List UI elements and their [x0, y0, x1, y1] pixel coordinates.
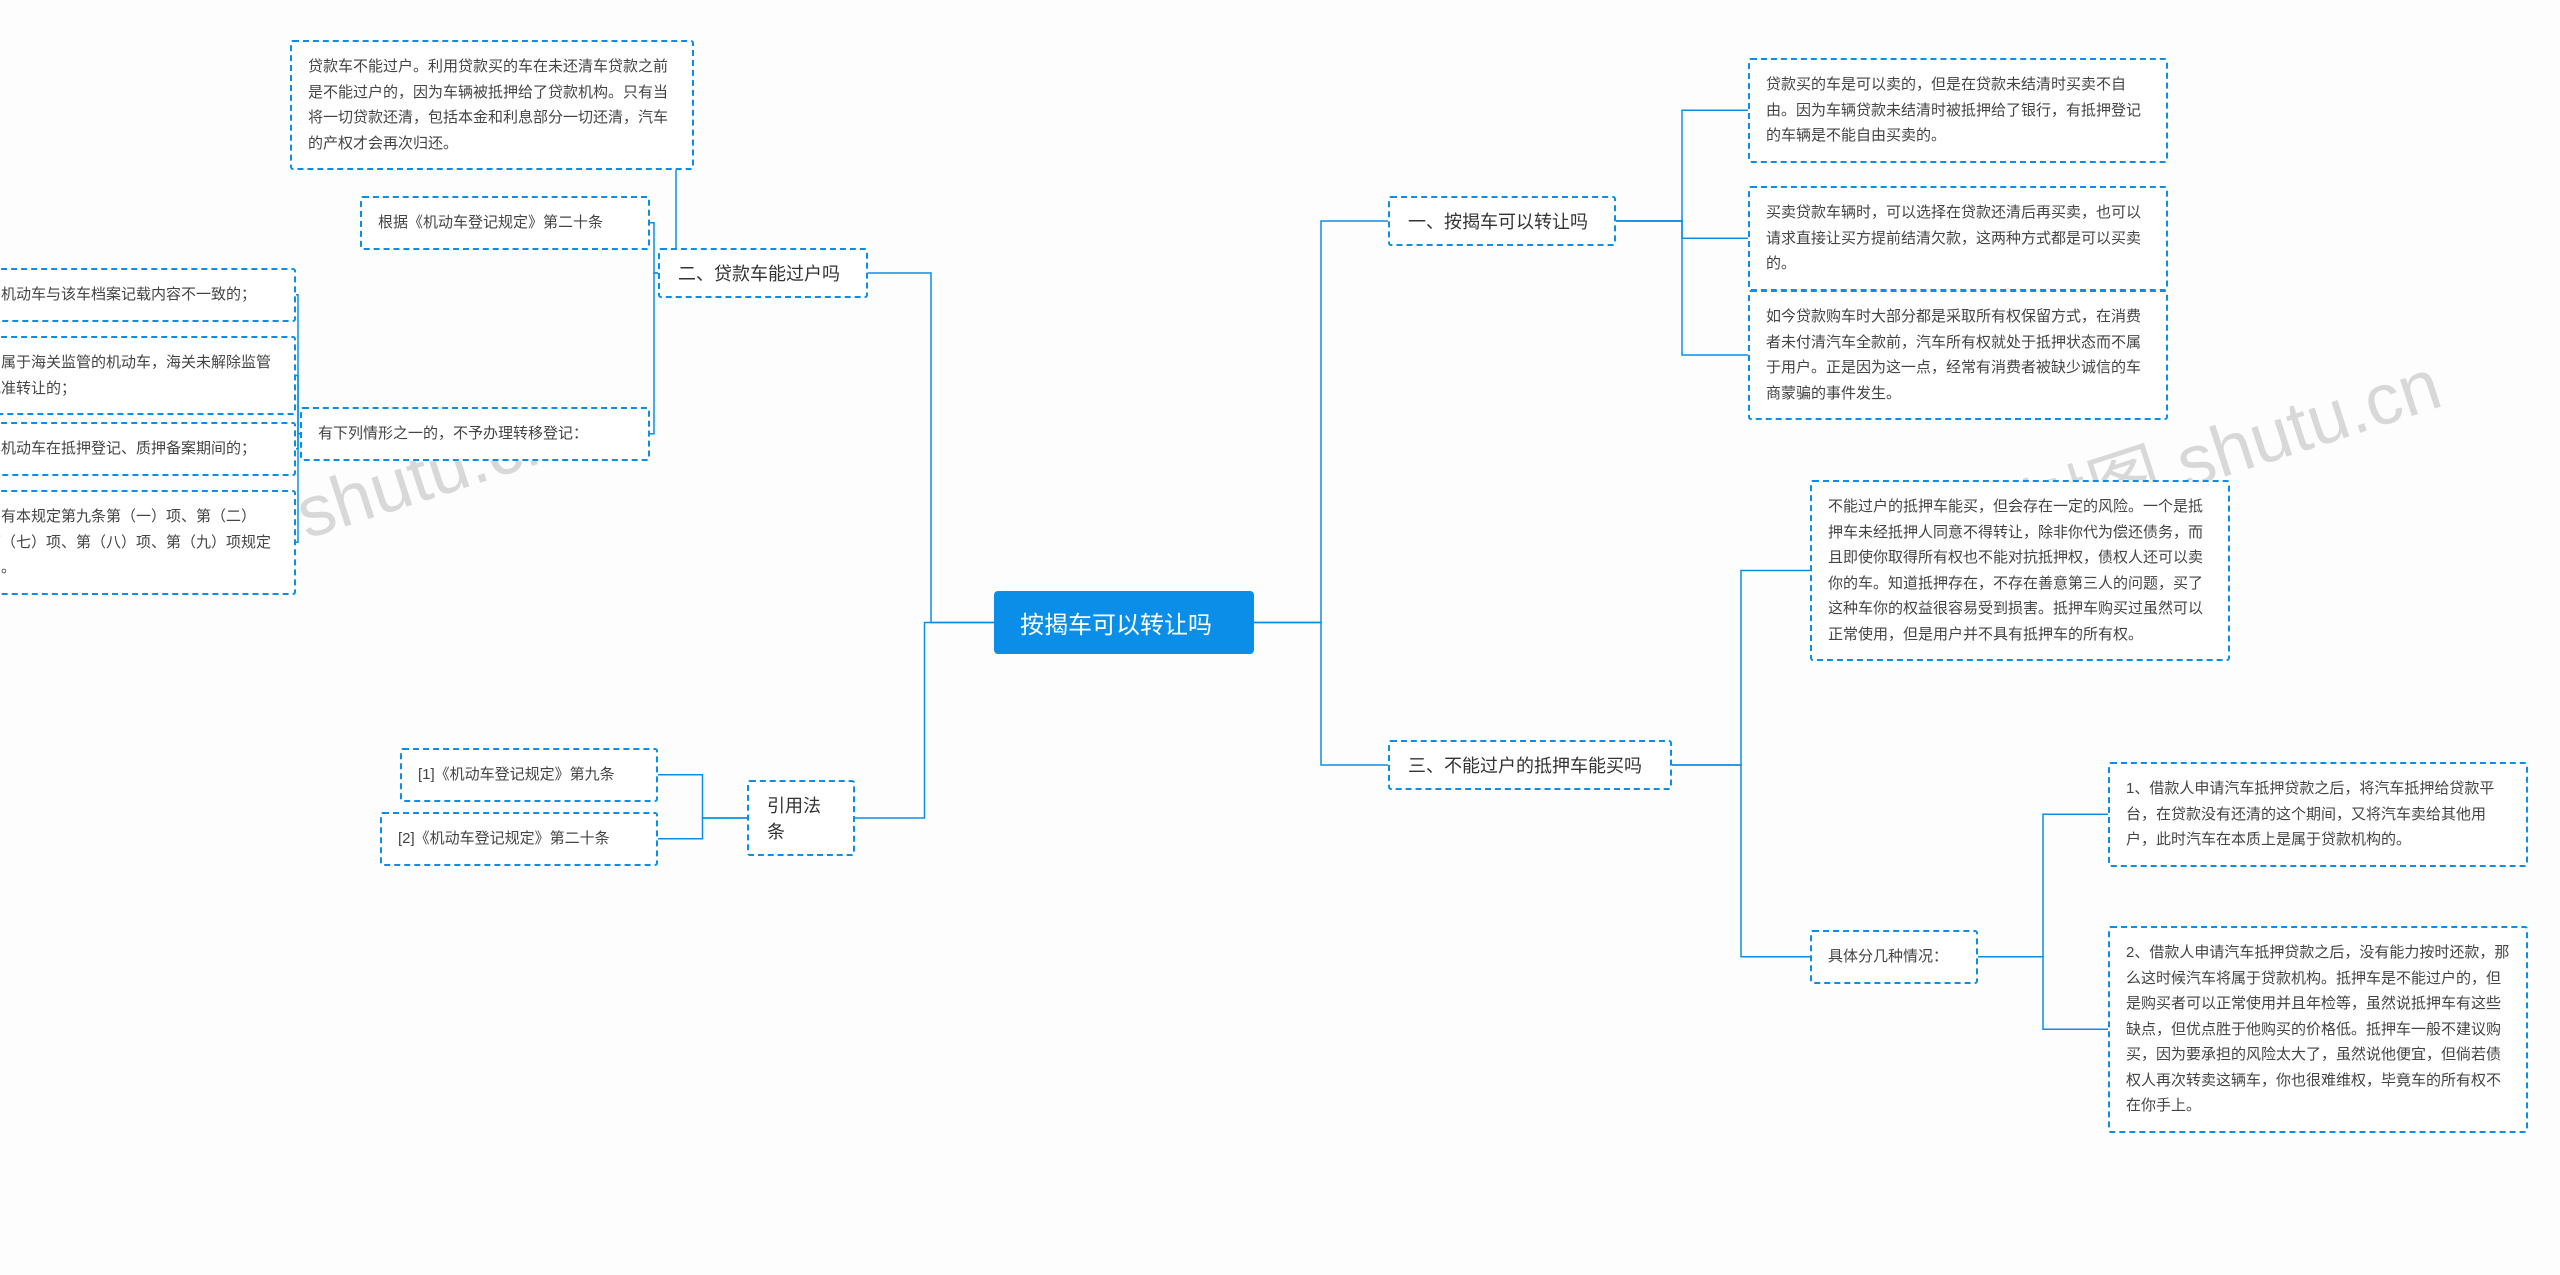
leaf-note: （三）机动车在抵押登记、质押备案期间的； [0, 422, 296, 476]
leaf-note: [1]《机动车登记规定》第九条 [400, 748, 658, 802]
leaf-note: 2、借款人申请汽车抵押贷款之后，没有能力按时还款，那么这时候汽车将属于贷款机构。… [2108, 926, 2528, 1133]
leaf-note: 根据《机动车登记规定》第二十条 [360, 196, 650, 250]
mindmap-root: 按揭车可以转让吗 [994, 591, 1254, 654]
leaf-note: 不能过户的抵押车能买，但会存在一定的风险。一个是抵押车未经抵押人同意不得转让，除… [1810, 480, 2230, 661]
branch-transfer-allowed: 一、按揭车可以转让吗 [1388, 196, 1616, 246]
branch-loan-car-transfer: 二、贷款车能过户吗 [658, 248, 868, 298]
leaf-note: 如今贷款购车时大部分都是采取所有权保留方式，在消费者未付清汽车全款前，汽车所有权… [1748, 290, 2168, 420]
leaf-note: （二）属于海关监管的机动车，海关未解除监管或者批准转让的； [0, 336, 296, 415]
leaf-note: 1、借款人申请汽车抵押贷款之后，将汽车抵押给贷款平台，在贷款没有还清的这个期间，… [2108, 762, 2528, 867]
leaf-note: 贷款车不能过户。利用贷款买的车在未还清车贷款之前是不能过户的，因为车辆被抵押给了… [290, 40, 694, 170]
leaf-note: （四）有本规定第九条第（一）项、第（二）项、第（七）项、第（八）项、第（九）项规… [0, 490, 296, 595]
leaf-note: 买卖贷款车辆时，可以选择在贷款还清后再买卖，也可以请求直接让买方提前结清欠款，这… [1748, 186, 2168, 291]
branch-cited-laws: 引用法条 [747, 780, 855, 856]
leaf-note: [2]《机动车登记规定》第二十条 [380, 812, 658, 866]
leaf-note: 有下列情形之一的，不予办理转移登记： [300, 407, 650, 461]
leaf-note: 贷款买的车是可以卖的，但是在贷款未结清时买卖不自由。因为车辆贷款未结清时被抵押给… [1748, 58, 2168, 163]
leaf-note: 具体分几种情况： [1810, 930, 1978, 984]
leaf-note: （一）机动车与该车档案记载内容不一致的； [0, 268, 296, 322]
branch-mortgage-car-buy: 三、不能过户的抵押车能买吗 [1388, 740, 1672, 790]
